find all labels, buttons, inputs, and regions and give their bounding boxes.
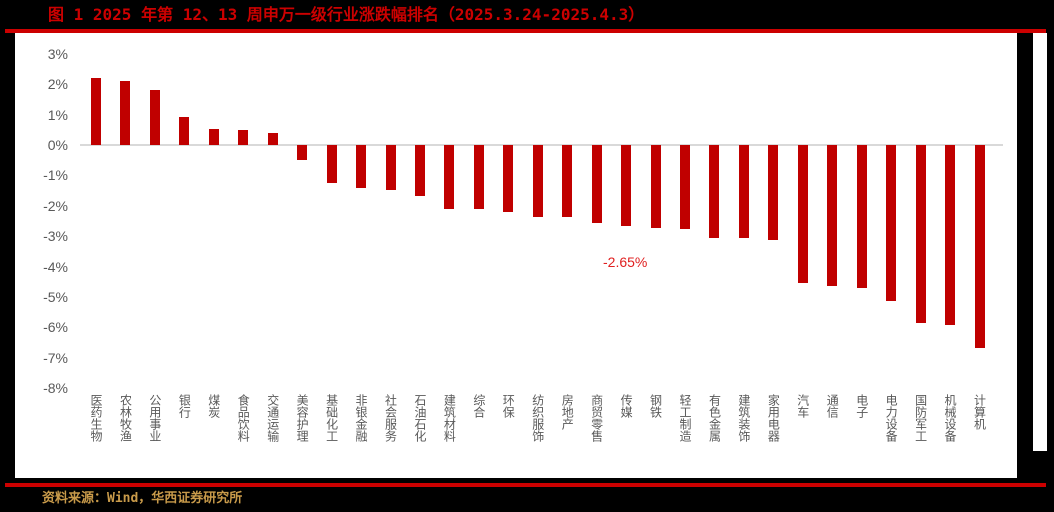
- y-axis-tick: -4%: [43, 258, 68, 275]
- y-axis-tick: -5%: [43, 289, 68, 305]
- bar: [886, 145, 897, 301]
- bar: [120, 81, 131, 145]
- x-axis-category-label: 电子: [854, 394, 869, 418]
- bar: [856, 145, 867, 288]
- bar: [238, 130, 249, 145]
- bar: [385, 145, 396, 190]
- bar: [738, 145, 749, 238]
- x-axis-category-label: 建筑材料: [442, 394, 457, 442]
- x-axis-category-label: 社会服务: [383, 394, 398, 442]
- bar: [532, 145, 543, 217]
- x-axis-category-label: 房地产: [560, 394, 575, 430]
- bar: [473, 145, 484, 210]
- x-axis-category-label: 银行: [177, 394, 192, 418]
- y-axis-tick: 3%: [47, 45, 68, 62]
- y-axis-tick: -1%: [43, 167, 68, 184]
- x-axis-category-label: 医药生物: [89, 394, 103, 442]
- bar: [91, 78, 101, 145]
- x-axis-category-label: 基础化工: [324, 394, 339, 442]
- x-axis-category-label: 综合: [471, 394, 486, 418]
- x-axis-category-label: 石油石化: [412, 394, 427, 442]
- bar: [797, 145, 808, 283]
- x-axis-category-label: 食品饮料: [236, 394, 251, 442]
- bar: [208, 128, 219, 145]
- x-axis-category-label: 计算机: [972, 394, 987, 430]
- chart-title: 图 1 2025 年第 12、13 周申万一级行业涨跌幅排名（2025.3.24…: [48, 5, 645, 24]
- bar: [591, 145, 602, 223]
- x-axis-category-label: 非银金融: [354, 394, 369, 442]
- x-axis-category-label: 煤炭: [206, 394, 221, 418]
- footer-rule: [5, 483, 1046, 487]
- x-axis-category-label: 环保: [501, 394, 516, 418]
- x-axis-category-label: 商贸零售: [589, 394, 604, 442]
- bar: [414, 145, 425, 196]
- x-axis-category-label: 机械设备: [943, 394, 958, 442]
- bar: [974, 145, 985, 348]
- x-axis-category-label: 轻工制造: [678, 394, 692, 442]
- x-axis-category-label: 钢铁: [648, 394, 663, 418]
- bar: [444, 145, 455, 210]
- y-axis-tick: -3%: [43, 228, 68, 245]
- y-axis-tick: -8%: [43, 380, 68, 397]
- y-axis-tick: -2%: [43, 197, 68, 214]
- bar: [326, 145, 337, 183]
- x-axis-category-label: 公用事业: [147, 394, 162, 442]
- bar: [945, 145, 956, 325]
- title-underline: [5, 29, 1046, 33]
- x-axis-category-label: 美容护理: [295, 394, 310, 442]
- chart-panel: [15, 33, 1017, 478]
- value-annotation: -2.65%: [603, 254, 648, 270]
- bar: [827, 145, 838, 286]
- bar: [650, 145, 661, 228]
- x-axis-category-label: 家用电器: [766, 394, 781, 442]
- bar: [562, 145, 573, 217]
- x-axis-category-label: 建筑装饰: [736, 394, 751, 442]
- bar: [915, 145, 926, 323]
- bar: [149, 89, 160, 145]
- bar: [680, 145, 690, 229]
- x-axis-category-label: 农林牧渔: [118, 394, 133, 442]
- bar: [297, 145, 308, 160]
- x-axis-category-label: 传媒: [619, 394, 634, 418]
- x-axis-category-label: 通信: [825, 394, 840, 418]
- bar: [267, 133, 278, 145]
- bar: [503, 145, 514, 213]
- y-axis-tick: -6%: [43, 319, 68, 336]
- y-axis-tick: 0%: [47, 137, 68, 153]
- y-axis-tick: -7%: [43, 349, 68, 366]
- bar: [179, 117, 190, 145]
- x-axis-category-label: 纺织服饰: [530, 394, 545, 442]
- x-axis-category-label: 汽车: [795, 394, 810, 418]
- y-axis-tick: 1%: [47, 106, 68, 123]
- bar: [768, 145, 779, 240]
- source-note: 资料来源：Wind，华西证券研究所: [42, 491, 243, 506]
- x-axis-category-label: 国防军工: [913, 394, 928, 442]
- bar: [709, 145, 720, 238]
- x-axis-category-label: 交通运输: [265, 394, 280, 442]
- y-axis-tick: 2%: [47, 76, 68, 93]
- bar: [356, 145, 367, 189]
- x-axis-category-label: 电力设备: [884, 394, 899, 442]
- side-strip: [1033, 33, 1047, 451]
- x-axis-category-label: 有色金属: [707, 394, 722, 442]
- bar: [621, 145, 632, 226]
